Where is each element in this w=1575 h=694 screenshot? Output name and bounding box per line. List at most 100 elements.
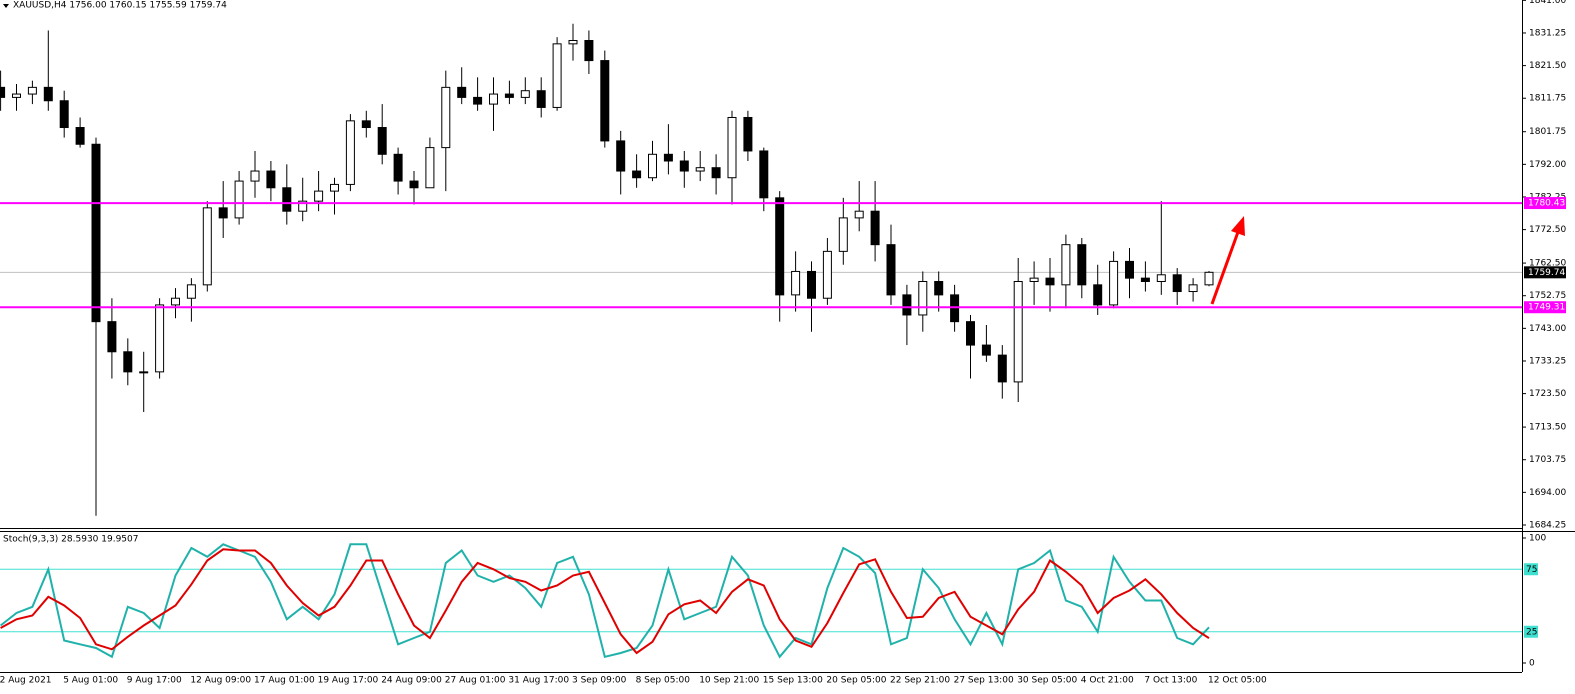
candle-body bbox=[12, 93, 21, 98]
candle-body bbox=[43, 86, 53, 102]
candle-body bbox=[648, 153, 657, 179]
candle-body bbox=[552, 43, 562, 108]
y-tick-label: 1684.25 bbox=[1529, 520, 1566, 530]
candle-body bbox=[727, 116, 737, 179]
candle-body bbox=[298, 200, 308, 212]
candle-body bbox=[361, 120, 371, 129]
candle-body bbox=[966, 321, 975, 346]
candle-body bbox=[504, 93, 514, 98]
candle-body bbox=[1125, 260, 1134, 279]
x-tick-label: 27 Sep 13:00 bbox=[954, 676, 1014, 686]
candle-body bbox=[854, 210, 864, 219]
candle-body bbox=[139, 371, 149, 374]
y-tick-label: 1752.75 bbox=[1529, 291, 1566, 301]
candle-body bbox=[91, 143, 101, 323]
candle-body bbox=[107, 321, 117, 353]
y-tick-label: 1733.25 bbox=[1529, 356, 1566, 366]
x-tick-label: 30 Sep 05:00 bbox=[1017, 676, 1077, 686]
x-tick-label: 19 Aug 17:00 bbox=[318, 676, 379, 686]
y-tick-label: 0 bbox=[1529, 659, 1535, 669]
chart-title: XAUUSD,H4 1756.00 1760.15 1755.59 1759.7… bbox=[13, 1, 227, 11]
candle-body bbox=[791, 270, 801, 296]
y-tick-label: 100 bbox=[1529, 534, 1546, 544]
stoch-line bbox=[0, 548, 1210, 655]
candle-body bbox=[743, 116, 753, 152]
y-tick-label: 1723.50 bbox=[1529, 389, 1566, 399]
candle-body bbox=[330, 183, 339, 192]
candle-body bbox=[186, 284, 196, 299]
y-tick-label: 1694.00 bbox=[1529, 488, 1566, 498]
level-label: 75 bbox=[1526, 565, 1537, 575]
x-tick-label: 12 Aug 09:00 bbox=[190, 676, 251, 686]
level-label-box bbox=[1524, 197, 1566, 210]
candle-body bbox=[822, 250, 832, 299]
candle-body bbox=[520, 90, 530, 98]
y-tick-label: 1743.00 bbox=[1529, 324, 1566, 334]
x-tick-label: 15 Sep 13:00 bbox=[763, 676, 823, 686]
candle-body bbox=[568, 39, 578, 45]
x-tick-label: 7 Oct 13:00 bbox=[1144, 676, 1197, 686]
x-tick-label: 10 Sep 21:00 bbox=[699, 676, 759, 686]
y-tick-label: 1713.50 bbox=[1529, 423, 1566, 433]
candle-body bbox=[489, 93, 498, 105]
candle-body bbox=[345, 120, 355, 185]
candle-body bbox=[473, 96, 483, 105]
candle-body bbox=[584, 39, 594, 62]
candle-body bbox=[1013, 280, 1023, 383]
level-label-box bbox=[1524, 563, 1538, 576]
candle-body bbox=[441, 86, 451, 149]
level-label-box bbox=[1524, 301, 1566, 314]
annotation-arrow bbox=[1210, 231, 1240, 305]
y-tick-label: 1792.00 bbox=[1529, 160, 1566, 170]
candle-body bbox=[1061, 244, 1071, 286]
x-tick-label: 17 Aug 01:00 bbox=[254, 676, 315, 686]
x-tick-label: 24 Aug 09:00 bbox=[381, 676, 442, 686]
candle-body bbox=[616, 140, 626, 172]
candle-body bbox=[886, 244, 896, 296]
level-label-box bbox=[1524, 625, 1538, 638]
candle-body bbox=[663, 153, 673, 162]
level-label: 1749.31 bbox=[1528, 303, 1565, 313]
candle-body bbox=[377, 127, 387, 155]
x-tick-label: 12 Oct 05:00 bbox=[1208, 676, 1267, 686]
candle-body bbox=[1156, 274, 1166, 282]
x-tick-label: 22 Sep 21:00 bbox=[890, 676, 950, 686]
candle-body bbox=[1029, 277, 1039, 282]
x-tick-label: 3 Sep 09:00 bbox=[572, 676, 627, 686]
annotation-arrowhead bbox=[1231, 216, 1245, 236]
x-tick-label: 31 Aug 17:00 bbox=[508, 676, 569, 686]
candle-body bbox=[1204, 271, 1214, 286]
y-tick-label: 1772.50 bbox=[1529, 225, 1566, 235]
candle-body bbox=[250, 170, 260, 182]
candle-body bbox=[425, 147, 435, 189]
y-tick-label: 1821.50 bbox=[1529, 61, 1566, 71]
x-tick-label: 9 Aug 17:00 bbox=[127, 676, 182, 686]
candle-body bbox=[234, 180, 244, 219]
candle-body bbox=[997, 354, 1007, 383]
y-tick-label: 1841.00 bbox=[1529, 0, 1566, 6]
candle-body bbox=[536, 90, 546, 108]
candle-body bbox=[1109, 260, 1119, 306]
indicator-title: Stoch(9,3,3) 28.5930 19.9507 bbox=[3, 535, 138, 545]
candle-body bbox=[0, 86, 6, 98]
candle-body bbox=[171, 297, 180, 306]
y-tick-label: 1762.50 bbox=[1529, 259, 1566, 269]
y-tick-label: 1703.75 bbox=[1529, 455, 1566, 465]
candle-body bbox=[75, 127, 85, 145]
level-label: 25 bbox=[1526, 627, 1537, 637]
current-price-label: 1759.74 bbox=[1528, 268, 1565, 278]
candle-body bbox=[1045, 277, 1055, 286]
candle-body bbox=[59, 100, 69, 129]
candle-body bbox=[393, 153, 403, 182]
y-tick-label: 1831.25 bbox=[1529, 28, 1566, 38]
candle-body bbox=[902, 294, 912, 316]
candle-body bbox=[457, 86, 467, 98]
candle-body bbox=[27, 86, 37, 95]
candle-body bbox=[695, 167, 705, 172]
x-tick-label: 20 Sep 05:00 bbox=[826, 676, 886, 686]
x-tick-label: 5 Aug 01:00 bbox=[63, 676, 118, 686]
x-tick-label: 8 Sep 05:00 bbox=[636, 676, 691, 686]
x-tick-label: 4 Oct 21:00 bbox=[1081, 676, 1134, 686]
